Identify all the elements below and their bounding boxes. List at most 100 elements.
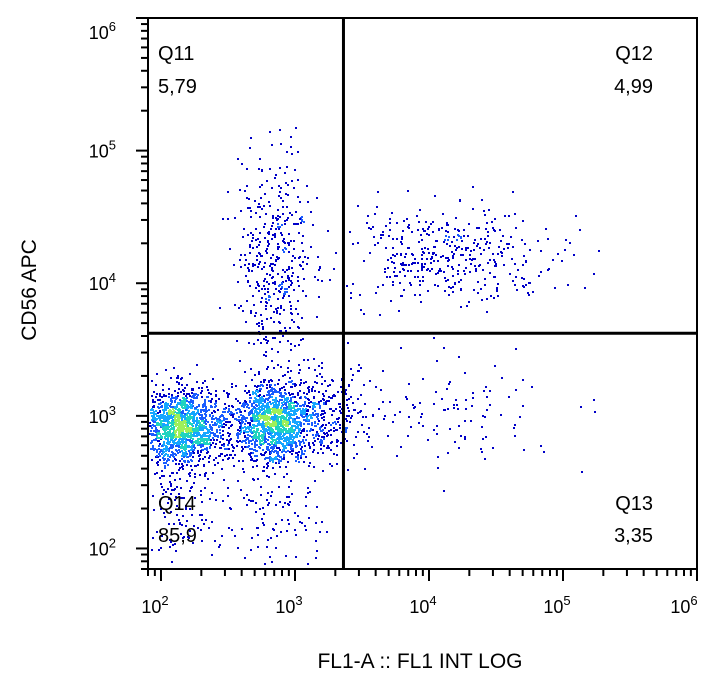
event-dot [222,218,224,220]
event-dot [227,495,229,497]
event-dot [178,434,180,436]
event-dot [280,531,282,533]
event-dot [179,478,181,480]
event-dot [331,441,333,443]
event-dot [184,441,186,443]
event-dot [317,452,319,454]
event-dot [263,280,265,282]
event-dot [167,449,169,451]
event-dot [166,442,168,444]
event-dot [263,381,265,383]
event-dot [268,381,270,383]
event-dot [460,288,462,290]
event-dot [204,399,206,401]
event-dot [184,417,186,419]
event-dot [290,444,292,446]
event-dot [437,285,439,287]
event-dot [159,455,161,457]
event-dot [239,422,241,424]
event-dot [260,430,262,432]
event-dot [427,268,429,270]
event-dot [540,250,542,252]
event-dot [345,429,347,431]
event-dot [292,396,294,398]
event-dot [271,435,273,437]
quadrant-name: Q12 [615,43,653,65]
event-dot [288,504,290,506]
event-dot [170,493,172,495]
event-dot [213,418,215,420]
event-dot [357,412,359,414]
event-dot [272,282,274,284]
event-dot [207,421,209,423]
event-dot [207,478,209,480]
event-dot [494,265,496,267]
event-dot [184,413,186,415]
event-dot [181,400,183,402]
event-dot [290,280,292,282]
event-dot [286,424,288,426]
event-dot [182,410,184,412]
event-dot [278,447,280,449]
event-dot [275,259,277,261]
event-dot [280,421,282,423]
event-dot [237,547,239,549]
event-dot [376,206,378,208]
event-dot [320,444,322,446]
event-dot [328,400,330,402]
event-dot [169,475,171,477]
event-dot [277,248,279,250]
event-dot [297,454,299,456]
event-dot [266,417,268,419]
event-dot [263,338,265,340]
event-dot [276,312,278,314]
event-dot [248,342,250,344]
event-dot [515,389,517,391]
event-dot [325,390,327,392]
event-dot [192,400,194,402]
event-dot [298,440,300,442]
event-dot [256,418,258,420]
event-dot [272,467,274,469]
event-dot [279,341,281,343]
event-dot [186,431,188,433]
event-dot [297,403,299,405]
event-dot [472,186,474,188]
event-dot [163,418,165,420]
event-dot [285,466,287,468]
event-dot [162,457,164,459]
event-dot [181,377,183,379]
event-dot [267,288,269,290]
event-dot [386,276,388,278]
event-dot [215,390,217,392]
event-dot [251,448,253,450]
event-dot [237,408,239,410]
event-dot [353,409,355,411]
event-dot [275,427,277,429]
event-dot [287,340,289,342]
event-dot [206,410,208,412]
event-dot [152,537,154,539]
event-dot [252,265,254,267]
event-dot [512,246,514,248]
event-dot [391,212,393,214]
event-dot [211,406,213,408]
event-dot [282,269,284,271]
event-dot [274,283,276,285]
event-dot [433,337,435,339]
event-dot [220,435,222,437]
event-dot [258,432,260,434]
event-dot [250,426,252,428]
quadrant-gate[interactable] [148,18,697,569]
event-dot [170,403,172,405]
event-dot [215,499,217,501]
event-dot [210,428,212,430]
event-dot [299,429,301,431]
event-dot [528,294,530,296]
event-dot [437,467,439,469]
event-dot [329,384,331,386]
event-dot [275,547,277,549]
event-dot [225,424,227,426]
event-dot [502,235,504,237]
event-dot [206,452,208,454]
